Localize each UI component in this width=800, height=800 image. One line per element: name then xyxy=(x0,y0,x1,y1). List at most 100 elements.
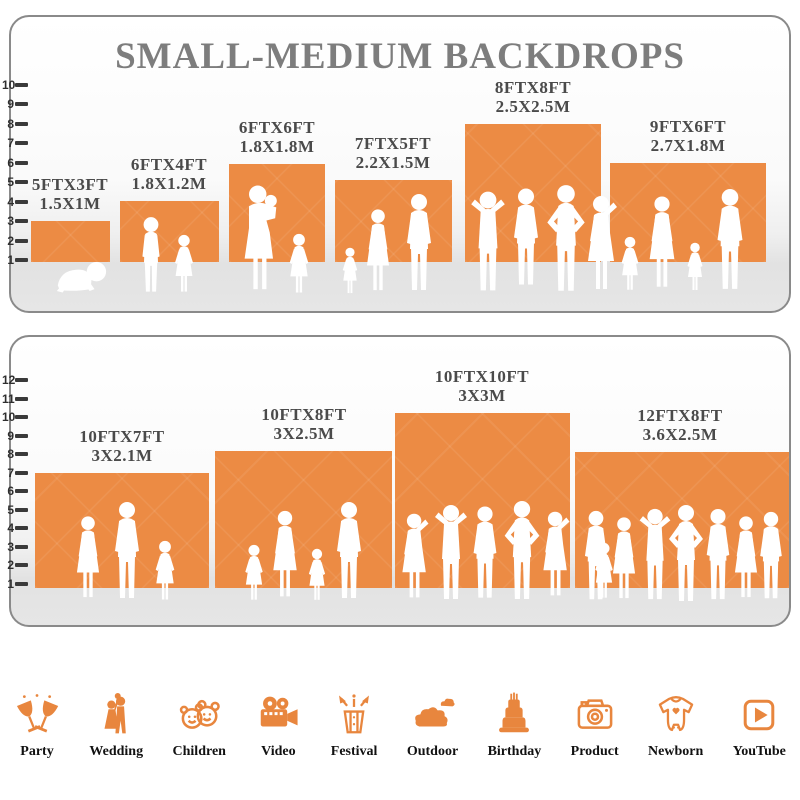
axis-tick-mark xyxy=(15,544,28,549)
category-label: Newborn xyxy=(648,744,704,759)
axis-tick-label: 3 xyxy=(7,214,14,228)
category-newborn: Newborn xyxy=(648,692,703,760)
backdrop-size-label: 6FTX6FT 1.8X1.8M xyxy=(238,118,316,156)
axis-tick-mark xyxy=(15,238,28,243)
backdrop-5x3ft xyxy=(31,221,110,262)
backdrop-size-label: 10FTX8FT 3X2.5M xyxy=(261,405,347,443)
category-birthday: Birthday xyxy=(487,692,542,760)
backdrop-10x8ft xyxy=(215,451,392,588)
category-label: Birthday xyxy=(487,744,542,759)
category-outdoor: Outdoor xyxy=(407,692,458,760)
axis-tick-mark xyxy=(15,258,28,262)
category-row: Party Wedding xyxy=(14,660,786,760)
axis-tick-mark xyxy=(15,121,28,126)
axis-tick-label: 1 xyxy=(7,576,14,591)
axis-tick-mark xyxy=(15,433,28,438)
panel-medium-large: 12 11 10 9 8 7 6 5 4 3 2 1 10FTX7FT 3X2.1M 10FTX8FT… xyxy=(2,335,791,627)
axis-tick-mark xyxy=(15,526,28,530)
axis-tick-label: 2 xyxy=(7,558,14,572)
backdrop-9x6ft xyxy=(610,163,766,262)
axis-tick-label: 6 xyxy=(7,484,14,498)
axis-tick-label: 6 xyxy=(7,155,14,170)
category-children: Children xyxy=(173,692,226,760)
axis-tick-label: 2 xyxy=(7,233,14,248)
ruler-bottom: 12 11 10 9 8 7 6 5 4 3 2 1 xyxy=(2,337,42,625)
axis-tick-mark xyxy=(15,396,28,401)
newborn-onesie-icon xyxy=(658,696,693,732)
axis-tick-label: 7 xyxy=(7,465,14,480)
backdrop-size-label: 9FTX6FT 2.7X1.8M xyxy=(649,117,727,155)
backdrop-6x4ft xyxy=(120,201,219,262)
axis-tick-mark xyxy=(15,563,28,567)
axis-tick-mark xyxy=(15,141,28,145)
wedding-couple-icon xyxy=(104,693,127,734)
ruler-top: 10 9 8 7 6 5 4 3 2 1 xyxy=(2,17,42,311)
backdrop-size-label: 8FTX8FT 2.5X2.5M xyxy=(494,78,572,116)
backdrop-size-label: 6FTX4FT 1.8X1.2M xyxy=(130,155,208,193)
category-label: Festival xyxy=(330,744,378,759)
axis-tick-mark xyxy=(15,415,28,419)
youtube-play-icon xyxy=(743,699,775,731)
axis-tick-label: 5 xyxy=(7,175,14,189)
outdoor-clouds-icon xyxy=(414,698,455,727)
backdrop-10x10ft xyxy=(395,413,570,588)
axis-tick-label: 4 xyxy=(7,194,14,209)
page-title: SMALL-MEDIUM BACKDROPS xyxy=(115,36,685,77)
axis-tick-mark xyxy=(15,82,28,87)
axis-tick-mark xyxy=(15,507,28,512)
axis-tick-label: 10 xyxy=(2,77,16,92)
axis-tick-label: 8 xyxy=(7,447,14,461)
axis-tick-mark xyxy=(15,219,28,223)
category-youtube: YouTube xyxy=(733,692,786,760)
category-label: Party xyxy=(20,744,54,759)
axis-tick-label: 8 xyxy=(7,116,14,131)
product-camera-icon xyxy=(577,699,613,729)
axis-tick-label: 9 xyxy=(7,428,14,443)
axis-tick-mark xyxy=(15,199,28,204)
children-faces-icon xyxy=(180,699,221,729)
axis-tick-mark xyxy=(15,102,28,106)
axis-tick-label: 7 xyxy=(7,136,14,150)
panel-small-medium: SMALL-MEDIUM BACKDROPS 10 9 8 7 6 5 4 3 2 1 5FTX3… xyxy=(2,15,791,313)
axis-tick-mark xyxy=(15,180,28,184)
axis-tick-label: 9 xyxy=(7,97,14,111)
birthday-cake-icon xyxy=(499,692,530,733)
category-product: Product xyxy=(571,692,619,760)
backdrop-size-label: 7FTX5FT 2.2X1.5M xyxy=(354,134,432,172)
category-label: Children xyxy=(172,744,226,759)
axis-tick-label: 10 xyxy=(2,410,16,424)
axis-tick-mark xyxy=(15,581,28,586)
backdrop-7x5ft xyxy=(335,180,452,262)
axis-tick-mark xyxy=(15,160,28,165)
party-glasses-icon xyxy=(16,694,59,733)
category-festival: Festival xyxy=(330,692,378,760)
category-party: Party xyxy=(14,692,60,760)
category-label: Product xyxy=(570,744,619,759)
video-camera-icon xyxy=(261,696,298,727)
axis-tick-label: 4 xyxy=(7,521,14,535)
backdrop-size-label: 10FTX10FT 3X3M xyxy=(434,367,530,405)
axis-tick-label: 1 xyxy=(7,253,14,267)
backdrop-12x8ft xyxy=(575,452,789,588)
backdrop-size-label: 10FTX7FT 3X2.1M xyxy=(79,427,165,465)
festival-gift-icon xyxy=(339,694,370,734)
category-label: YouTube xyxy=(732,744,786,759)
backdrop-size-label: 5FTX3FT 1.5X1M xyxy=(31,175,109,213)
backdrop-10x7ft xyxy=(35,473,209,588)
axis-tick-label: 3 xyxy=(7,539,14,554)
category-label: Wedding xyxy=(89,744,144,759)
category-label: Video xyxy=(261,744,296,759)
axis-tick-mark xyxy=(15,470,28,475)
axis-tick-label: 11 xyxy=(2,391,15,406)
axis-tick-mark xyxy=(15,452,28,456)
axis-tick-mark xyxy=(15,378,28,382)
category-label: Outdoor xyxy=(406,744,459,759)
backdrop-8x8ft xyxy=(465,124,601,262)
backdrop-size-label: 12FTX8FT 3.6X2.5M xyxy=(637,406,723,444)
category-wedding: Wedding xyxy=(89,692,143,760)
axis-tick-mark xyxy=(15,489,28,493)
category-video: Video xyxy=(255,692,301,760)
axis-tick-label: 5 xyxy=(7,502,14,517)
axis-tick-label: 12 xyxy=(2,373,16,387)
